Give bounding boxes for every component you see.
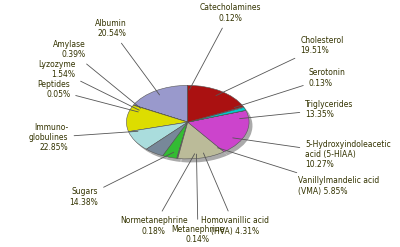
Text: Serotonin
0.13%: Serotonin 0.13% [234, 68, 346, 108]
Text: Immuno-
globulines
22.85%: Immuno- globulines 22.85% [29, 123, 138, 152]
Wedge shape [133, 105, 188, 122]
Text: Homovanillic acid
(HVA) 4.31%: Homovanillic acid (HVA) 4.31% [200, 153, 268, 236]
Wedge shape [188, 110, 246, 122]
Text: Cholesterol
19.51%: Cholesterol 19.51% [216, 36, 344, 96]
Wedge shape [187, 85, 188, 122]
Wedge shape [126, 105, 188, 132]
Wedge shape [128, 122, 188, 149]
Wedge shape [191, 114, 252, 155]
Wedge shape [146, 122, 188, 156]
Wedge shape [191, 89, 247, 126]
Text: Triglycerides
13.35%: Triglycerides 13.35% [240, 100, 354, 119]
Wedge shape [191, 110, 247, 126]
Wedge shape [130, 109, 191, 135]
Wedge shape [188, 110, 249, 152]
Text: Amylase
0.39%: Amylase 0.39% [53, 40, 140, 108]
Wedge shape [163, 122, 188, 158]
Wedge shape [191, 114, 249, 126]
Wedge shape [177, 122, 188, 158]
Wedge shape [181, 126, 227, 163]
Wedge shape [137, 89, 191, 126]
Text: Normetanephrine
0.18%: Normetanephrine 0.18% [120, 154, 195, 236]
Wedge shape [132, 126, 191, 153]
Wedge shape [166, 126, 191, 162]
Wedge shape [180, 126, 191, 162]
Wedge shape [178, 122, 224, 159]
Wedge shape [150, 126, 191, 159]
Text: Vanillylmandelic acid
(VMA) 5.85%: Vanillylmandelic acid (VMA) 5.85% [218, 148, 380, 196]
Text: Sugars
14.38%: Sugars 14.38% [70, 152, 174, 207]
Wedge shape [134, 85, 188, 122]
Wedge shape [188, 85, 243, 122]
Wedge shape [188, 107, 246, 122]
Wedge shape [188, 107, 244, 122]
Text: Peptides
0.05%: Peptides 0.05% [38, 80, 138, 112]
Wedge shape [181, 126, 191, 162]
Wedge shape [177, 122, 188, 158]
Text: Metanephrine
0.14%: Metanephrine 0.14% [171, 154, 225, 244]
Text: Albumin
20.54%: Albumin 20.54% [95, 19, 160, 95]
Text: Lyzozyme
1.54%: Lyzozyme 1.54% [38, 60, 139, 110]
Text: 5-Hydroxyindoleacetic
acid (5-HIAA)
10.27%: 5-Hydroxyindoleacetic acid (5-HIAA) 10.2… [233, 138, 391, 169]
Wedge shape [137, 109, 191, 126]
Text: Catecholamines
0.12%: Catecholamines 0.12% [189, 3, 261, 90]
Wedge shape [191, 111, 249, 126]
